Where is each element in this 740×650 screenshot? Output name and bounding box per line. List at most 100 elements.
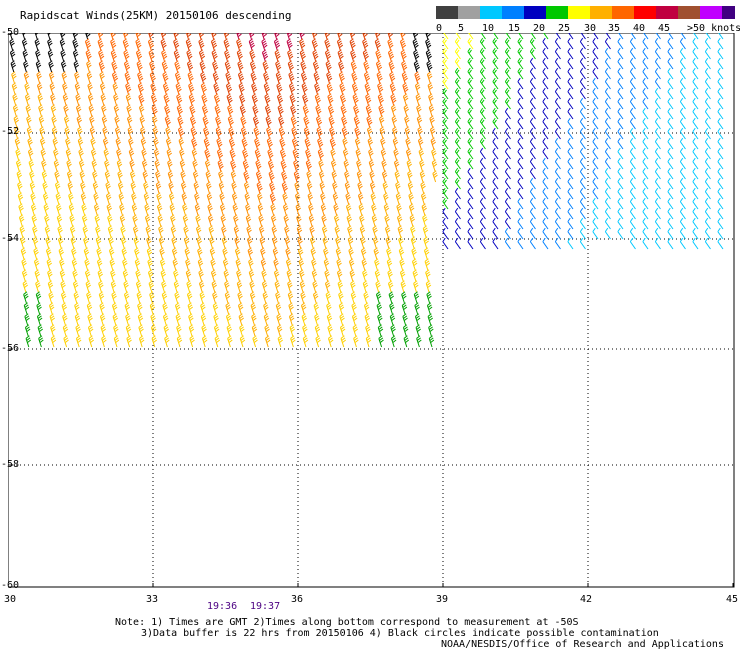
wind-barb-icon	[442, 137, 449, 150]
wind-barb-icon	[264, 104, 272, 117]
wind-barb-icon	[340, 335, 347, 348]
wind-barb-icon	[167, 170, 174, 183]
wind-barb-icon	[504, 87, 511, 100]
wind-barb-icon	[301, 313, 308, 326]
wind-barb-icon	[175, 313, 182, 326]
wind-barb-icon	[617, 227, 624, 240]
wind-barb-icon	[442, 87, 449, 100]
wind-barb-icon	[119, 214, 126, 227]
wind-barb-icon	[504, 67, 511, 80]
wind-barb-icon	[186, 49, 193, 62]
wind-barb-icon	[375, 60, 383, 73]
wind-barb-icon	[554, 127, 561, 140]
wind-barb-icon	[704, 137, 711, 150]
wind-barb-icon	[717, 107, 724, 120]
wind-barb-icon	[377, 93, 384, 106]
wind-barb-icon	[361, 258, 368, 271]
wind-barb-icon	[717, 57, 724, 70]
wind-barb-icon	[442, 187, 449, 200]
wind-barb-icon	[300, 291, 306, 304]
wind-barb-icon	[86, 60, 92, 73]
wind-barb-icon	[89, 126, 96, 139]
wind-barb-icon	[111, 60, 118, 73]
wind-barb-icon	[629, 157, 636, 170]
wind-barb-icon	[263, 82, 270, 95]
wind-barb-icon	[56, 214, 63, 227]
wind-barb-icon	[592, 167, 599, 180]
wind-barb-icon	[479, 197, 486, 210]
wind-barb-icon	[567, 47, 574, 60]
wind-barb-icon	[579, 217, 586, 230]
wind-barb-icon	[260, 258, 267, 271]
wind-barb-icon	[310, 247, 317, 260]
wind-barb-icon	[35, 291, 42, 304]
wind-barb-icon	[225, 82, 233, 95]
wind-barb-icon	[278, 126, 285, 139]
wind-barb-icon	[331, 170, 338, 183]
wind-barb-icon	[692, 137, 699, 150]
wind-barb-icon	[348, 258, 355, 271]
wind-barb-icon	[300, 71, 308, 84]
wind-barb-icon	[363, 291, 369, 304]
wind-barb-icon	[215, 115, 222, 128]
wind-barb-icon	[416, 115, 423, 128]
wind-barb-icon	[51, 115, 57, 128]
wind-barb-icon	[542, 137, 549, 150]
wind-barb-icon	[129, 159, 135, 172]
wind-barb-icon	[320, 192, 326, 205]
wind-barb-icon	[467, 77, 474, 90]
wind-barb-icon	[442, 207, 449, 220]
wind-barb-icon	[209, 236, 215, 249]
wind-barb-icon	[418, 148, 425, 161]
wind-barb-icon	[136, 60, 143, 73]
wind-barb-icon	[604, 197, 611, 210]
wind-barb-icon	[617, 207, 624, 220]
wind-barb-icon	[288, 313, 295, 326]
wind-barb-icon	[357, 192, 364, 205]
wind-barb-icon	[567, 217, 574, 230]
wind-barb-icon	[667, 117, 674, 130]
wind-barb-icon	[12, 104, 19, 117]
wind-barb-icon	[504, 187, 511, 200]
wind-barb-icon	[341, 115, 348, 128]
wind-barb-icon	[262, 60, 269, 73]
wind-barb-icon	[150, 82, 157, 95]
wind-barb-icon	[322, 236, 329, 249]
wind-barb-icon	[667, 107, 674, 120]
wind-barb-icon	[59, 258, 65, 271]
wind-barb-icon	[372, 236, 379, 249]
wind-barb-icon	[355, 148, 362, 161]
wind-barb-icon	[60, 291, 67, 304]
wind-barb-icon	[120, 236, 127, 249]
wind-barb-icon	[39, 126, 45, 139]
wind-barb-icon	[110, 280, 117, 293]
wind-barb-icon	[293, 159, 300, 172]
wind-barb-icon	[273, 33, 280, 40]
wind-barb-icon	[604, 137, 611, 150]
wind-barb-icon	[492, 167, 499, 180]
wind-barb-icon	[274, 280, 281, 293]
wind-barb-icon	[386, 258, 393, 271]
wind-barb-icon	[163, 93, 170, 106]
wind-barb-icon	[401, 71, 408, 84]
wind-barb-icon	[36, 302, 42, 315]
wind-barb-icon	[120, 225, 126, 238]
wind-barb-icon	[374, 33, 381, 40]
wind-barb-icon	[249, 280, 255, 293]
wind-barb-icon	[219, 192, 225, 205]
wind-barb-icon	[717, 177, 724, 190]
wind-barb-icon	[364, 82, 371, 95]
wind-barb-icon	[667, 207, 674, 220]
wind-barb-icon	[479, 207, 486, 220]
wind-barb-icon	[243, 181, 250, 194]
wind-barb-icon	[425, 280, 432, 293]
wind-barb-icon	[210, 258, 216, 271]
wind-barb-icon	[542, 157, 549, 170]
wind-barb-icon	[47, 280, 54, 293]
wind-barb-icon	[211, 49, 218, 62]
wind-barb-icon	[365, 104, 372, 117]
wind-barb-icon	[182, 203, 188, 216]
wind-barb-icon	[344, 181, 351, 194]
wind-barb-icon	[399, 258, 405, 271]
wind-barb-icon	[381, 159, 387, 172]
